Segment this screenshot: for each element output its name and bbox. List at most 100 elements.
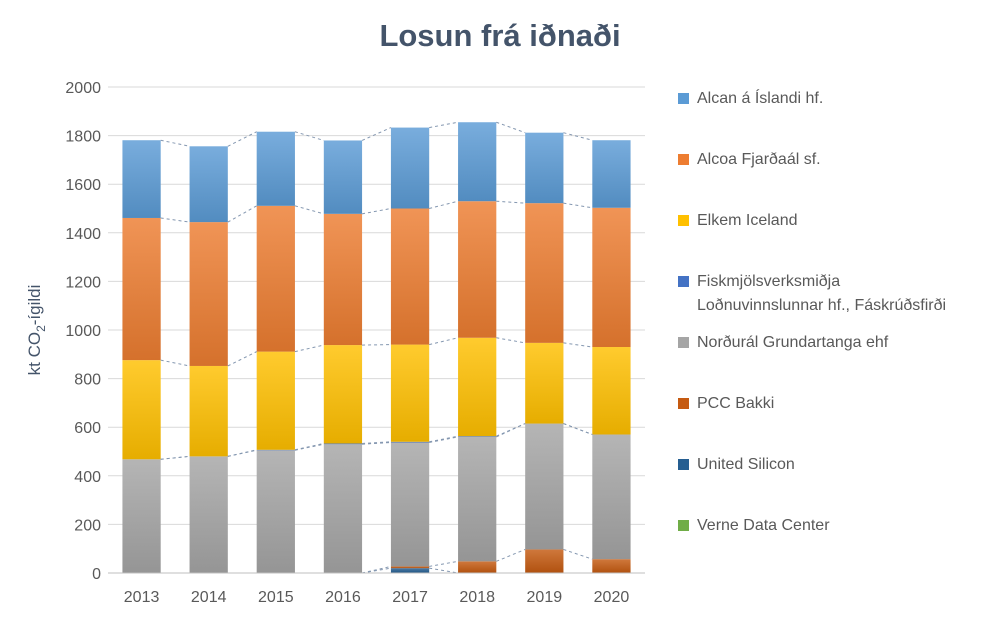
series-connector xyxy=(429,567,459,574)
bar-segment xyxy=(525,423,564,550)
legend-swatch xyxy=(678,154,689,165)
bars xyxy=(122,122,631,573)
series-connector xyxy=(496,200,526,204)
legend-label: Elkem Iceland xyxy=(697,209,798,232)
bar-segment xyxy=(256,450,295,573)
bar-segment xyxy=(390,442,430,567)
series-connector xyxy=(294,131,324,141)
y-tick-label: 800 xyxy=(74,372,101,389)
legend-label: PCC Bakki xyxy=(697,392,774,415)
series-connector xyxy=(227,205,257,223)
legend-swatch xyxy=(678,520,689,531)
series-connector xyxy=(563,202,593,209)
y-axis-title-main: kt CO xyxy=(25,332,44,375)
bar-segment xyxy=(390,344,430,442)
series-connector xyxy=(227,351,257,367)
y-tick-label: 400 xyxy=(74,469,101,486)
legend-item: Fiskmjölsverksmiðja Loðnuvinnslunnar hf.,… xyxy=(678,270,946,317)
series-connector xyxy=(496,423,526,437)
legend-swatch xyxy=(678,459,689,470)
bar-segment xyxy=(189,456,228,573)
series-connector xyxy=(496,337,526,344)
bar-segment xyxy=(256,205,295,352)
series-connector xyxy=(362,442,391,445)
bar-segment xyxy=(256,131,295,206)
bar-segment xyxy=(122,217,161,361)
bar-segment xyxy=(525,549,564,573)
bar-segment xyxy=(323,443,363,445)
x-tick-label: 2015 xyxy=(258,589,294,606)
bar-segment xyxy=(458,436,497,437)
series-connector xyxy=(496,121,526,134)
bar-segment xyxy=(458,122,497,202)
series-connector xyxy=(294,205,324,215)
bar-segment xyxy=(323,444,363,573)
bar-segment xyxy=(323,140,363,214)
series-connector xyxy=(160,139,190,147)
bar-segment xyxy=(390,127,430,209)
legend-label-line: PCC Bakki xyxy=(697,395,775,412)
series-connector xyxy=(563,342,593,348)
legend-item: Verne Data Center xyxy=(678,514,830,537)
bar-segment xyxy=(458,561,497,573)
legend-label-line: Loðnuvinnslunnar hf., Fáskrúðsfirði xyxy=(697,297,947,314)
legend-label-line: Verne Data Center xyxy=(697,517,830,534)
bar-segment xyxy=(189,222,228,366)
series-connector xyxy=(160,359,190,367)
legend-label: Verne Data Center xyxy=(697,514,830,537)
x-tick-label: 2019 xyxy=(527,589,563,606)
bar-segment xyxy=(256,351,295,450)
legend-label-line: Alcan á Íslandi hf. xyxy=(697,90,824,107)
legend-label: Fiskmjölsverksmiðja Loðnuvinnslunnar hf.,… xyxy=(697,270,946,317)
legend-item: Norðurál Grundartanga ehf xyxy=(678,331,888,354)
series-connector xyxy=(361,208,392,215)
y-tick-label: 1600 xyxy=(65,177,101,194)
legend-swatch xyxy=(678,337,689,348)
legend-label-line: Elkem Iceland xyxy=(697,212,798,229)
series-connector xyxy=(361,565,392,574)
series-connector xyxy=(160,217,190,223)
bar-segment xyxy=(458,436,497,562)
series-connector xyxy=(429,337,459,346)
legend-label: United Silicon xyxy=(697,453,795,476)
series-connector xyxy=(361,127,392,141)
series-connector xyxy=(362,441,391,444)
bar-segment xyxy=(122,459,161,573)
bar-segment xyxy=(390,568,430,573)
bar-segment xyxy=(592,347,631,435)
legend-item: Alcoa Fjarðaál sf. xyxy=(678,148,821,171)
series-connector xyxy=(227,449,257,457)
legend-swatch xyxy=(678,215,689,226)
bar-segment xyxy=(592,140,631,208)
series-connector xyxy=(294,344,324,353)
legend-swatch xyxy=(678,276,689,287)
y-tick-label: 200 xyxy=(74,517,101,534)
series-connector xyxy=(429,435,459,443)
bar-segment xyxy=(189,146,228,223)
bar-segment xyxy=(592,434,631,560)
series-connector xyxy=(429,560,459,567)
legend-item: United Silicon xyxy=(678,453,795,476)
bar-segment xyxy=(390,441,430,443)
chart-title: Losun frá iðnaði xyxy=(379,18,621,53)
x-tick-label: 2020 xyxy=(594,589,630,606)
y-axis-title-sub: 2 xyxy=(34,325,48,332)
bar-segment xyxy=(189,365,228,457)
legend-label-line: Fiskmjölsverksmiðja xyxy=(697,273,841,290)
series-connector xyxy=(429,121,459,129)
bar-segment xyxy=(525,203,564,343)
legend-item: Elkem Iceland xyxy=(678,209,798,232)
axes: 0 200 400 600 800 1000 1200 1400 1600 1800 2000 201… xyxy=(65,80,645,606)
legend-label: Alcan á Íslandi hf. xyxy=(697,87,823,110)
bar-segment xyxy=(122,140,161,218)
legend-label-line: Norðurál Grundartanga ehf xyxy=(697,334,889,351)
x-tick-label: 2018 xyxy=(459,589,495,606)
bar-segment xyxy=(323,345,363,444)
legend-label-line: United Silicon xyxy=(697,456,795,473)
y-tick-label: 1400 xyxy=(65,226,101,243)
legend-swatch xyxy=(678,93,689,104)
bar-segment xyxy=(525,132,564,204)
series-connector xyxy=(361,567,392,574)
series-connector xyxy=(294,442,324,451)
